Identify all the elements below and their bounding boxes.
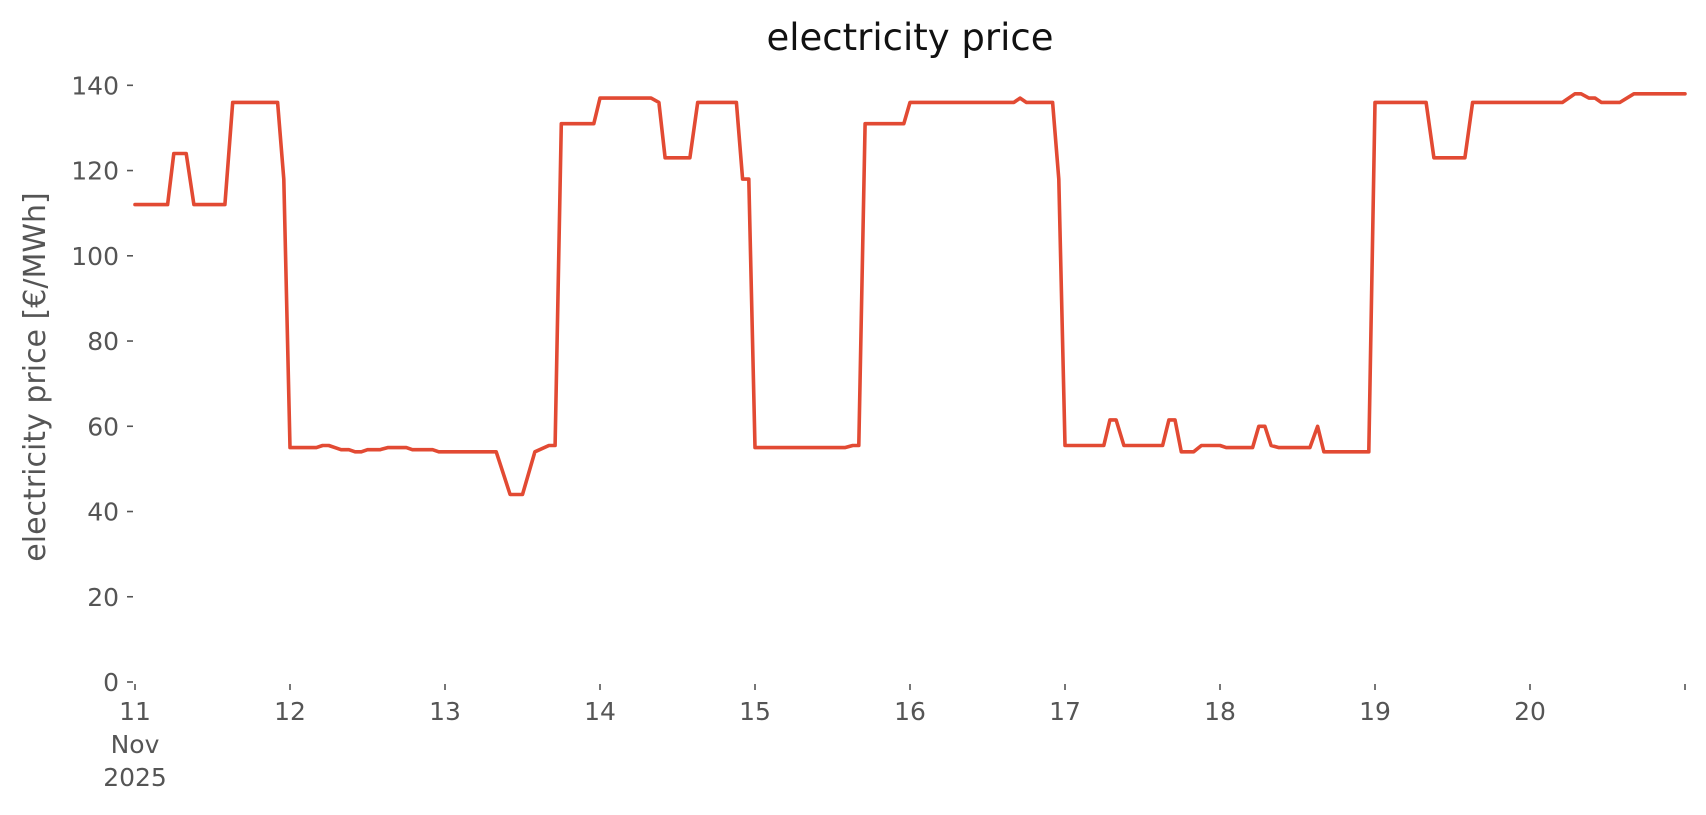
x-tick-label: 18	[1204, 697, 1236, 726]
x-axis: 11 Nov 2025 12 13 14 15 16 17 18 19 20	[103, 684, 1686, 792]
y-tick-label: 60	[87, 412, 119, 441]
x-tick-label: 15	[739, 697, 771, 726]
x-tick-label: 17	[1049, 697, 1081, 726]
y-tick-label: 140	[71, 71, 119, 100]
y-tick-label: 100	[71, 242, 119, 271]
x-tick-label: 2025	[103, 763, 167, 792]
y-tick-label: 0	[103, 668, 119, 697]
x-tick-label: 11	[119, 697, 151, 726]
chart-title: electricity price	[766, 16, 1053, 59]
y-tick-label: 80	[87, 327, 119, 356]
x-tick-label: 20	[1514, 697, 1546, 726]
y-axis-label: electricity price [€/MWh]	[18, 192, 53, 561]
x-tick-label: 12	[274, 697, 306, 726]
y-tick-label: 20	[87, 583, 119, 612]
y-axis: 0 20 40 60 80 100 120 140	[71, 71, 133, 697]
x-tick-label: 13	[429, 697, 461, 726]
y-tick-label: 40	[87, 498, 119, 527]
x-tick-label: Nov	[111, 730, 160, 759]
x-tick-label: 19	[1359, 697, 1391, 726]
x-tick-label: 14	[584, 697, 616, 726]
y-tick-label: 120	[71, 157, 119, 186]
series-layer	[133, 92, 1687, 497]
x-tick-label: 16	[894, 697, 926, 726]
price-series-line	[133, 92, 1687, 497]
